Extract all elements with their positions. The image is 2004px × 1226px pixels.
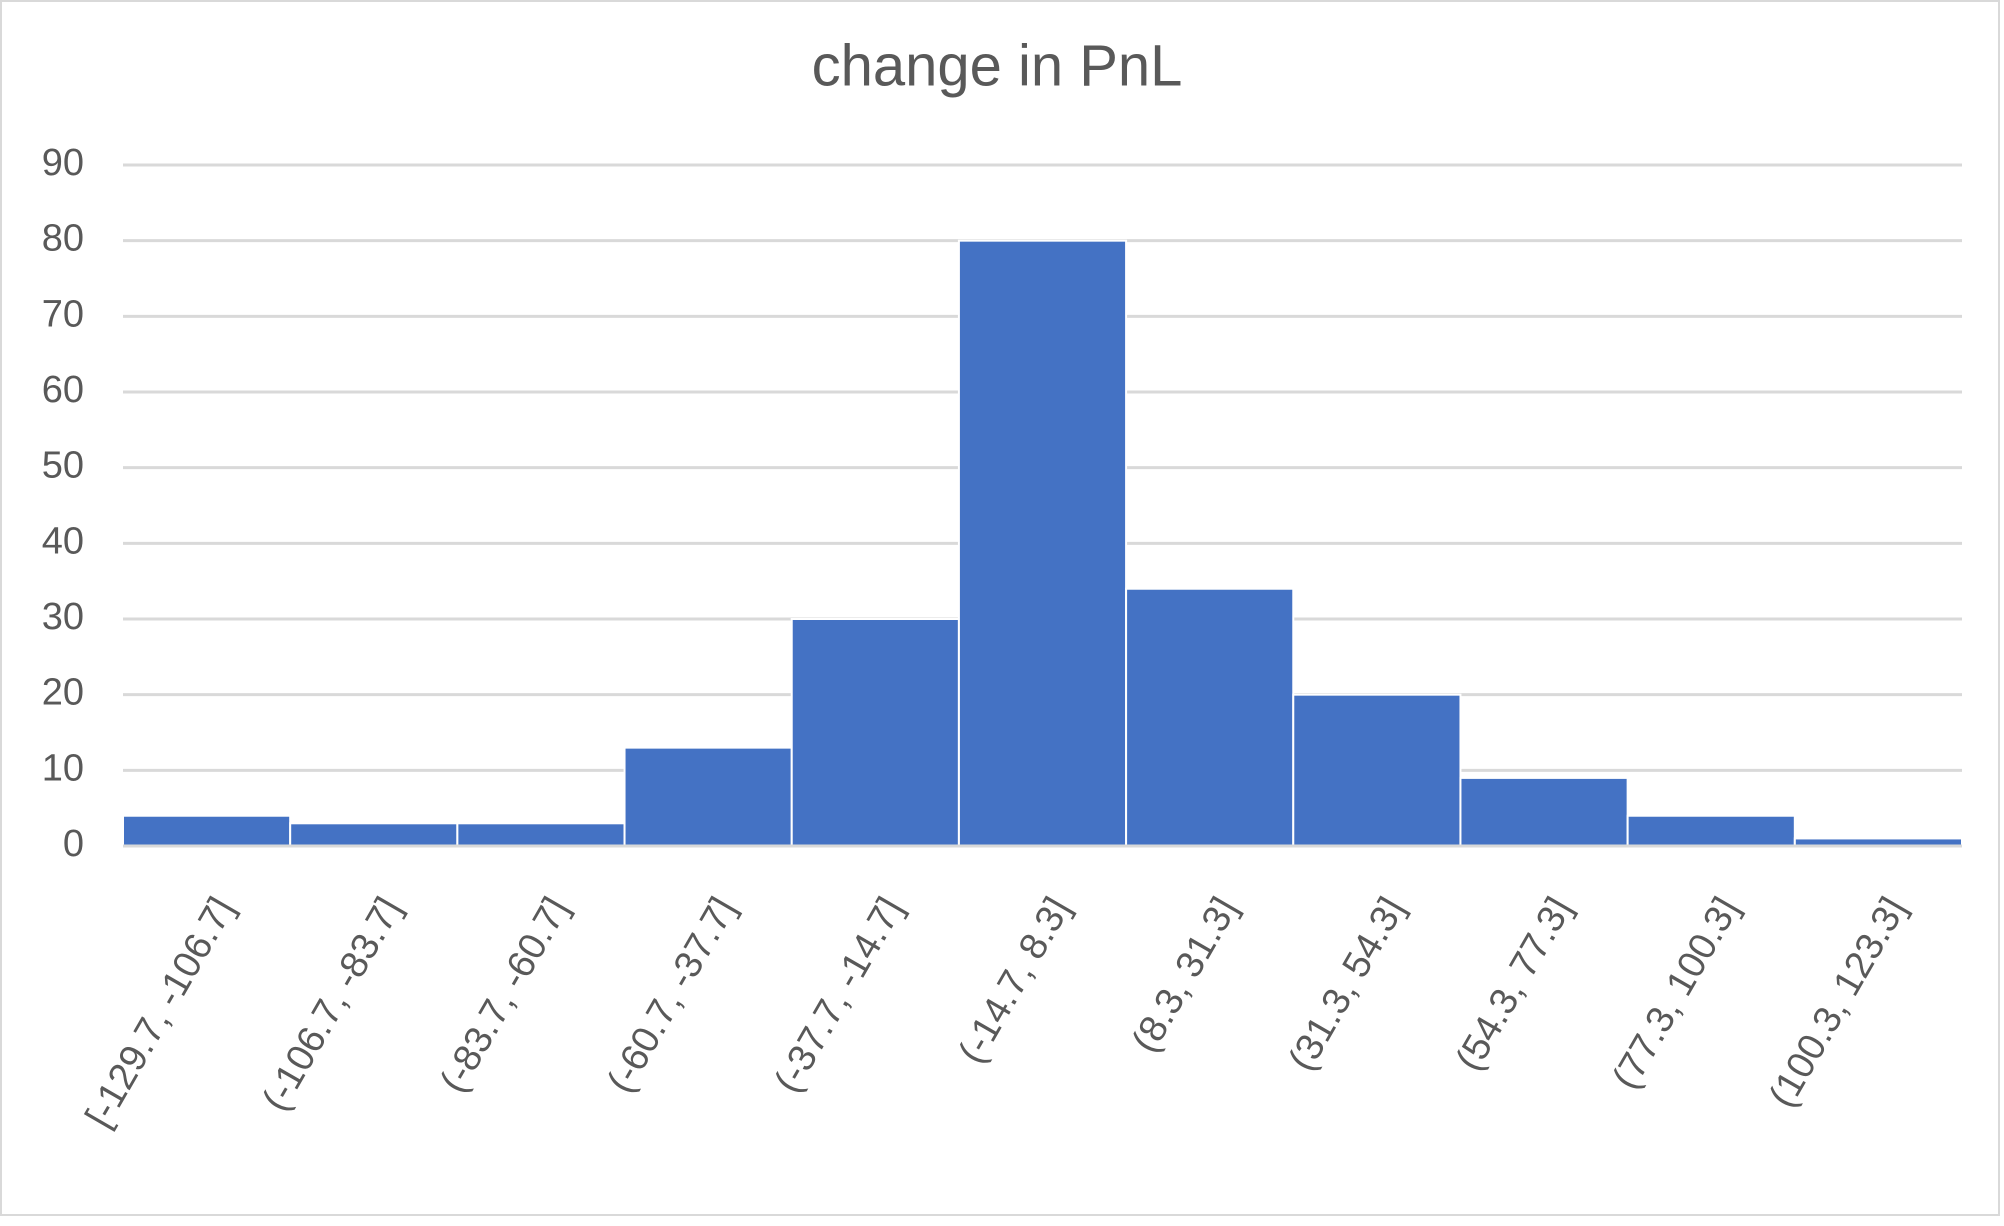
chart-title: change in PnL xyxy=(812,33,1183,98)
y-tick-label: 70 xyxy=(42,293,84,335)
y-tick-label: 20 xyxy=(42,672,84,714)
y-tick-label: 90 xyxy=(42,142,84,184)
y-tick-label: 40 xyxy=(42,520,84,562)
bar xyxy=(1459,776,1629,848)
y-tick-label: 80 xyxy=(42,218,84,260)
bar xyxy=(957,239,1128,847)
bar xyxy=(1125,587,1295,847)
y-tick-label: 10 xyxy=(42,747,84,789)
bar xyxy=(790,618,960,847)
bar xyxy=(1626,814,1796,848)
bar xyxy=(623,746,793,848)
y-tick-label: 0 xyxy=(63,823,84,865)
y-tick-label: 60 xyxy=(42,369,84,411)
bar xyxy=(122,814,292,848)
y-tick-label: 30 xyxy=(42,596,84,638)
y-tick-label: 50 xyxy=(42,445,84,487)
bar xyxy=(1292,693,1462,848)
bar xyxy=(456,822,626,847)
bar xyxy=(289,822,459,847)
